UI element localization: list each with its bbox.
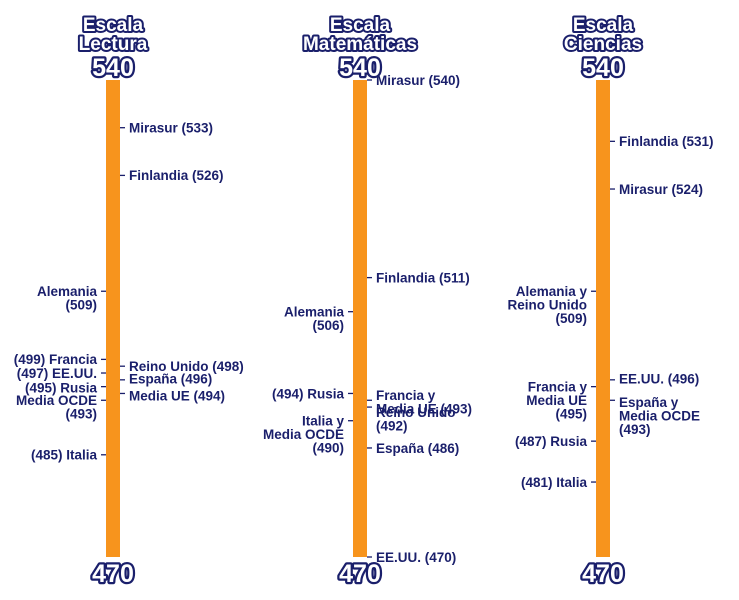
country-label: Finlandia (526) [129, 168, 224, 183]
country-label: España (486) [376, 441, 459, 456]
country-label: (493) [619, 422, 651, 437]
country-label: (497) EE.UU. [17, 366, 97, 381]
scale-title-line: Escala [573, 15, 634, 36]
country-label: (493) [65, 407, 97, 422]
country-label: (495) [555, 406, 587, 421]
country-label: (495) Rusia [25, 380, 98, 395]
scale-bar [106, 80, 120, 557]
scale-max-label: 540 [582, 54, 624, 82]
country-label: Reino Unido [376, 405, 456, 420]
scale-min-label: 470 [92, 560, 134, 588]
country-label: España (496) [129, 372, 212, 387]
country-label: Francia y [528, 379, 588, 394]
country-label: Media UE (494) [129, 388, 225, 403]
country-label: Media OCDE [16, 393, 97, 408]
country-label: Media OCDE [263, 427, 344, 442]
scale-bar [596, 80, 610, 557]
country-label: (509) [555, 311, 587, 326]
country-label: (506) [312, 318, 344, 333]
country-label: Alemania y [516, 284, 588, 299]
country-label: EE.UU. (470) [376, 550, 456, 565]
country-label: Media UE (493) [376, 402, 472, 417]
country-label: Mirasur (524) [619, 182, 703, 197]
scale-max-label: 540 [92, 54, 134, 82]
country-label: Reino Unido (498) [129, 359, 244, 374]
country-label: Italia y [302, 414, 345, 429]
country-label: Alemania [37, 284, 98, 299]
scale-title-line: Escala [330, 15, 391, 36]
scale-title-line: Escala [83, 15, 144, 36]
country-label: Mirasur (533) [129, 121, 213, 136]
country-label: (509) [65, 298, 97, 313]
scale-title-line: Matemáticas [303, 34, 417, 55]
country-label: Reino Unido [508, 298, 588, 313]
country-label: (492) [376, 418, 408, 433]
scale-bar [353, 80, 367, 557]
country-label: Francia y [376, 388, 436, 403]
country-label: Media UE [526, 393, 587, 408]
country-label: EE.UU. (496) [619, 372, 699, 387]
country-label: Finlandia (531) [619, 134, 714, 149]
scale-min-label: 470 [582, 560, 624, 588]
scale-min-label: 470 [339, 560, 381, 588]
country-label: Media OCDE [619, 409, 700, 424]
country-label: (494) Rusia [272, 386, 345, 401]
country-label: Mirasur (540) [376, 73, 460, 88]
country-label: (485) Italia [31, 448, 98, 463]
scale-title-line: Lectura [79, 34, 148, 55]
country-label: (481) Italia [521, 475, 588, 490]
country-label: (487) Rusia [515, 434, 588, 449]
country-label: Alemania [284, 304, 345, 319]
country-label: (490) [312, 441, 344, 456]
country-label: (499) Francia [14, 352, 98, 367]
country-label: España y [619, 395, 679, 410]
country-label: Finlandia (511) [376, 270, 470, 285]
scale-title-line: Ciencias [564, 34, 642, 55]
scale-max-label: 540 [339, 54, 381, 82]
